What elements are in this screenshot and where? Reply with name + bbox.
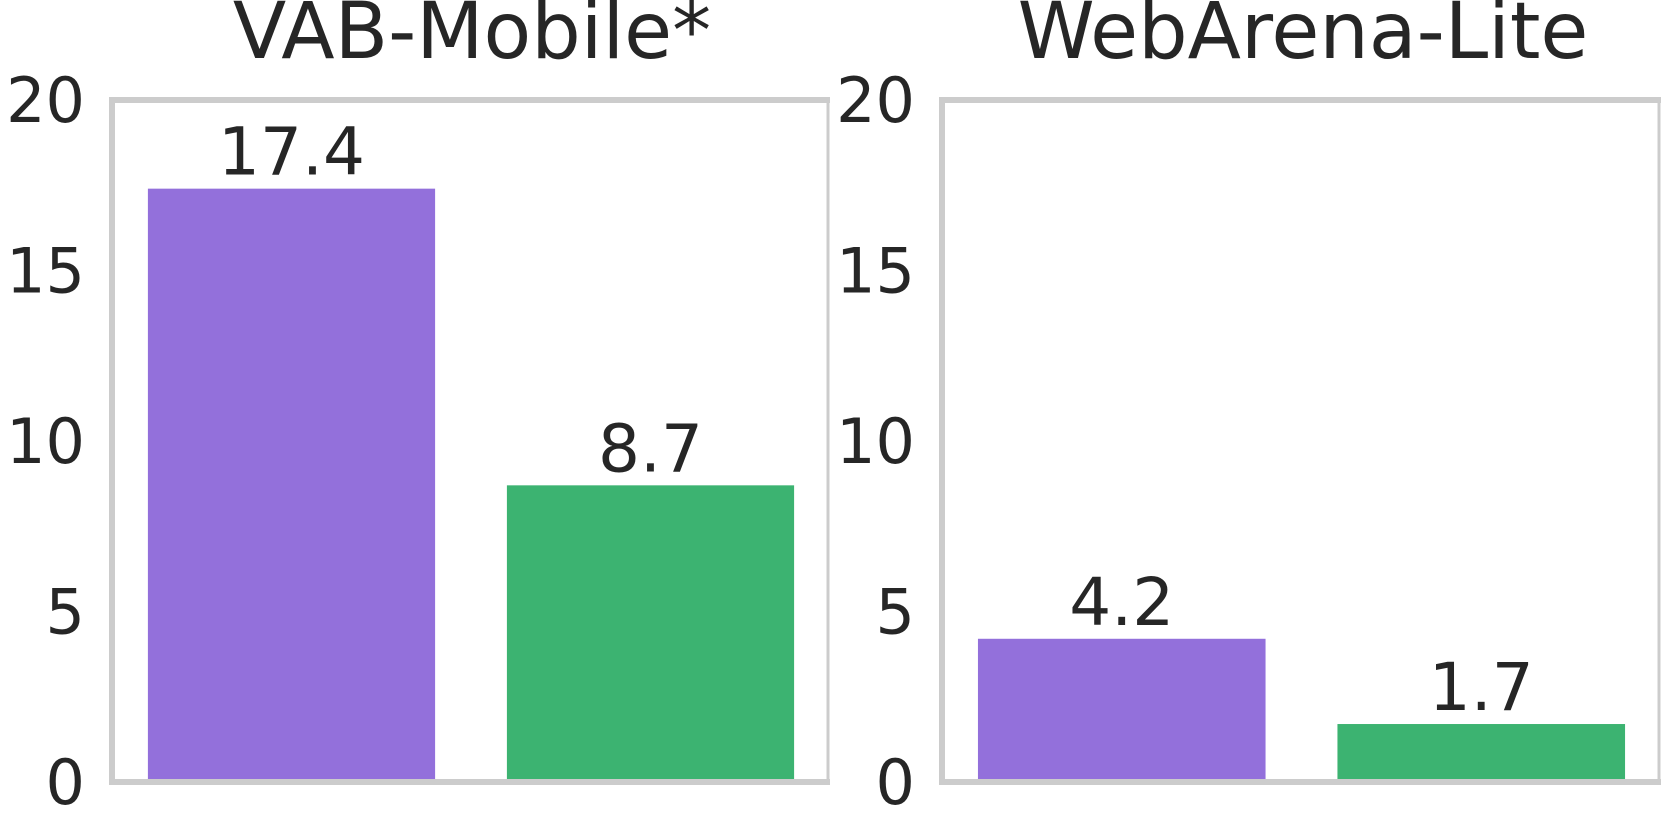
y-tick-label: 20 (6, 64, 85, 137)
bar (506, 485, 795, 782)
bar (147, 188, 436, 782)
chart-panel-vab-mobile: VAB-Mobile* 0 5 10 15 20 17.4 8.7 (6, 0, 830, 819)
y-tick-label: 0 (876, 746, 915, 819)
y-tick-label: 10 (836, 405, 915, 478)
bar (1337, 724, 1626, 782)
bar (977, 638, 1266, 782)
chart-panel-webarena-lite: WebArena-Lite 0 5 10 15 20 4.2 1.7 (836, 0, 1661, 819)
y-tick-label: 10 (6, 405, 85, 478)
y-tick-label: 15 (836, 235, 915, 308)
chart-title: WebArena-Lite (1018, 0, 1589, 77)
y-tick-label: 5 (46, 576, 85, 649)
y-tick-label: 0 (46, 746, 85, 819)
y-tick-label: 5 (876, 576, 915, 649)
y-tick-label: 20 (836, 64, 915, 137)
data-label: 4.2 (1069, 564, 1174, 641)
data-label: 17.4 (218, 114, 365, 191)
data-label: 1.7 (1429, 649, 1534, 726)
chart-title: VAB-Mobile* (233, 0, 711, 77)
data-label: 8.7 (598, 410, 703, 487)
y-tick-label: 15 (6, 235, 85, 308)
